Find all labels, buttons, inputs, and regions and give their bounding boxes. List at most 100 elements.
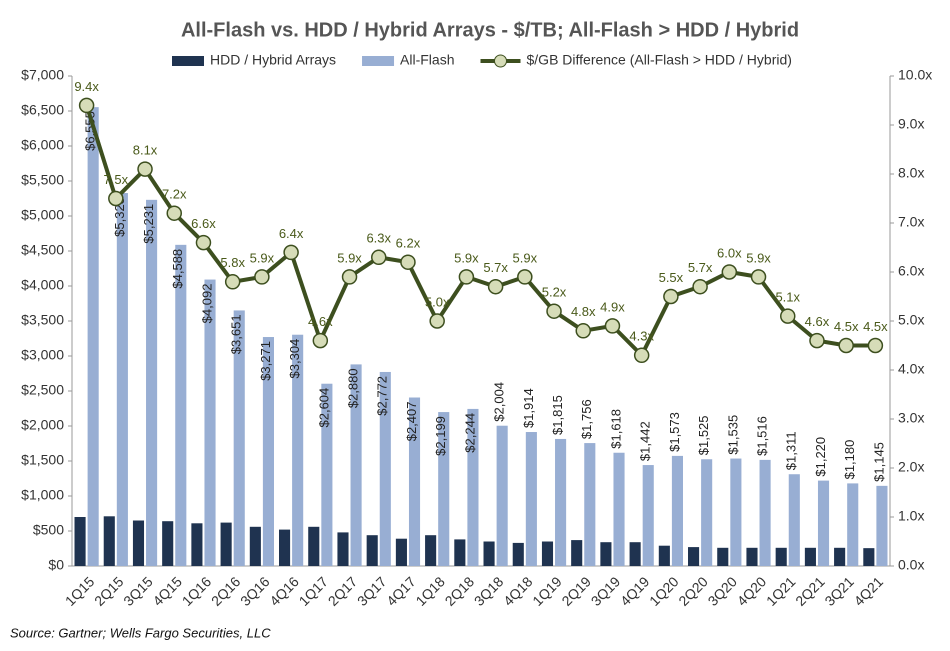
bar-value-label: $5,231 <box>141 204 156 244</box>
bar <box>525 432 537 566</box>
y-tick-label: $1,000 <box>21 487 64 503</box>
x-tick-label: 1Q20 <box>646 573 682 609</box>
line-marker <box>78 97 95 114</box>
bar <box>191 523 203 566</box>
line-marker <box>341 269 358 285</box>
legend-swatch <box>172 56 204 66</box>
x-tick-label: 3Q19 <box>588 573 624 609</box>
bar <box>408 397 421 566</box>
bar <box>613 452 625 566</box>
bar-value-label: $2,604 <box>316 388 331 428</box>
bar <box>103 516 115 566</box>
line-value-label: 5.9x <box>250 250 275 265</box>
line-marker <box>458 269 475 285</box>
legend-swatch <box>362 56 395 66</box>
y-tick-label: $5,000 <box>21 207 64 223</box>
line-value-label: 6.0x <box>717 245 742 260</box>
line-marker <box>108 190 124 207</box>
x-tick-label: 4Q15 <box>149 573 185 609</box>
x-tick-label: 2Q20 <box>675 573 711 609</box>
x-tick-label: 1Q19 <box>529 573 565 609</box>
x-tick-label: 1Q16 <box>179 573 215 609</box>
bar-value-label: $4,588 <box>170 249 185 289</box>
y2-tick-label: 2.0x <box>898 459 924 475</box>
x-tick-label: 3Q16 <box>237 573 273 609</box>
line-marker <box>604 318 621 334</box>
bar <box>249 526 261 566</box>
bar-value-label: $3,651 <box>229 314 244 354</box>
bar-value-label: $1,442 <box>638 421 653 461</box>
bar <box>262 337 274 566</box>
x-tick-label: 1Q21 <box>763 573 799 609</box>
bar <box>279 529 291 566</box>
line-marker <box>633 347 650 364</box>
line-value-label: 7.5x <box>104 172 129 187</box>
bar-value-label: $1,145 <box>871 442 886 482</box>
x-tick-label: 4Q19 <box>617 573 653 609</box>
line-marker <box>429 313 445 329</box>
y-tick-label: $3,500 <box>21 312 64 328</box>
line-value-label: 6.4x <box>279 226 304 241</box>
y-tick-label: $7,000 <box>21 67 64 83</box>
bar <box>74 517 86 566</box>
y2-tick-label: 1.0x <box>898 508 924 524</box>
line-marker <box>283 244 299 261</box>
chart-title: All-Flash vs. HDD / Hybrid Arrays - $/TB… <box>181 19 799 41</box>
line-marker <box>517 269 533 285</box>
y-tick-label: $500 <box>33 522 64 538</box>
bar <box>847 483 859 566</box>
bar <box>395 538 407 566</box>
bar <box>600 542 612 566</box>
x-tick-label: 3Q20 <box>705 573 741 609</box>
bar <box>483 541 495 566</box>
line-marker <box>692 278 708 295</box>
bar <box>746 547 758 566</box>
line-value-label: 5.0x <box>425 294 450 309</box>
y-tick-label: $5,500 <box>21 172 64 188</box>
source-note: Source: Gartner; Wells Fargo Securities,… <box>10 625 271 640</box>
bar <box>204 279 216 566</box>
bar-value-label: $4,092 <box>199 284 214 324</box>
bar <box>454 539 466 566</box>
x-tick-label: 2Q17 <box>325 573 361 609</box>
line-marker <box>838 337 854 354</box>
bar <box>555 438 567 566</box>
bar-value-label: $5,328 <box>112 197 127 237</box>
x-tick-label: 2Q21 <box>792 573 828 609</box>
x-tick-label: 2Q19 <box>558 573 594 609</box>
bar <box>804 547 816 566</box>
bar <box>337 532 349 566</box>
bar <box>116 193 128 567</box>
bar-value-label: $1,914 <box>521 388 536 428</box>
bar <box>876 485 888 566</box>
bar-value-label: $2,772 <box>375 376 390 416</box>
legend-label: All-Flash <box>400 52 454 68</box>
bar <box>87 107 99 567</box>
x-tick-label: 2Q16 <box>208 573 244 609</box>
line-value-label: 5.7x <box>483 260 508 275</box>
y-tick-label: $6,000 <box>21 137 64 153</box>
y-tick-label: $0 <box>48 557 64 573</box>
bar <box>817 480 830 566</box>
bar-value-label: $1,573 <box>667 412 682 452</box>
line-value-label: 5.8x <box>220 255 245 270</box>
y-tick-label: $6,500 <box>21 102 64 118</box>
y-tick-label: $1,500 <box>21 452 64 468</box>
x-tick-label: 4Q17 <box>383 573 419 609</box>
bar <box>292 334 304 566</box>
bar <box>162 521 174 566</box>
bar <box>175 244 187 566</box>
line-value-label: 6.3x <box>366 231 391 246</box>
line-value-label: 9.4x <box>74 79 99 94</box>
line-value-label: 4.8x <box>571 304 596 319</box>
y2-tick-label: 7.0x <box>898 214 924 230</box>
bar-value-label: $3,271 <box>258 341 273 381</box>
y2-tick-label: 8.0x <box>898 165 924 181</box>
y2-tick-label: 10.0x <box>898 67 932 83</box>
line-value-label: 4.9x <box>600 299 625 314</box>
bar-value-label: $2,199 <box>433 416 448 456</box>
bar-value-label: $2,244 <box>462 413 477 453</box>
line-marker <box>721 264 738 280</box>
line-marker <box>780 308 796 324</box>
x-tick-label: 3Q21 <box>821 573 857 609</box>
